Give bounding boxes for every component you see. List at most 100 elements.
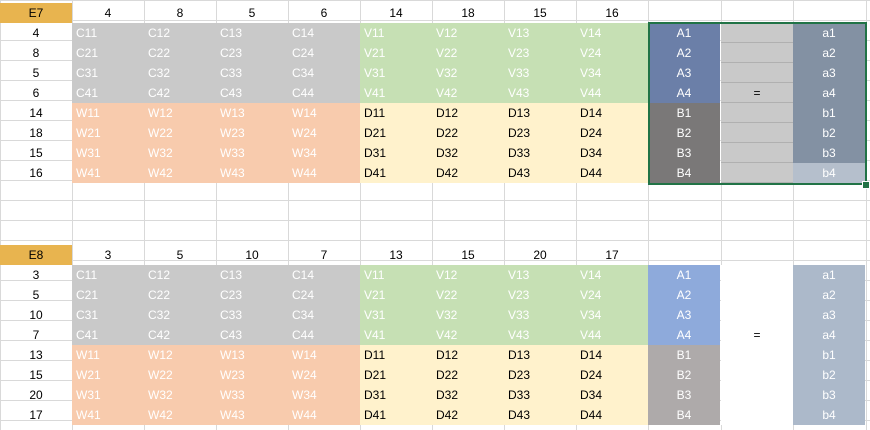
- table1-vector-left-cell[interactable]: A4: [648, 83, 720, 103]
- table1-matrix-cell[interactable]: W11: [72, 103, 144, 123]
- table2-matrix-cell[interactable]: W41: [72, 405, 144, 425]
- table1-matrix-cell[interactable]: C31: [72, 63, 144, 83]
- table1-matrix-cell[interactable]: C24: [288, 43, 360, 63]
- table2-matrix-cell[interactable]: D23: [504, 365, 576, 385]
- table2-middle-cell[interactable]: [721, 405, 793, 425]
- table2-matrix-cell[interactable]: D44: [576, 405, 648, 425]
- table2-vector-left-cell[interactable]: A4: [648, 325, 720, 345]
- table2-vector-left-cell[interactable]: B2: [648, 365, 720, 385]
- table2-matrix-cell[interactable]: C42: [144, 325, 216, 345]
- table1-middle-cell[interactable]: [721, 163, 793, 183]
- table2-middle-cell[interactable]: [721, 385, 793, 405]
- table1-row-header[interactable]: 5: [32, 66, 40, 80]
- table2-matrix-cell[interactable]: C34: [288, 305, 360, 325]
- table1-matrix-cell[interactable]: C14: [288, 23, 360, 43]
- table1-matrix-cell[interactable]: W42: [144, 163, 216, 183]
- table2-matrix-cell[interactable]: W24: [288, 365, 360, 385]
- table1-matrix-cell[interactable]: V31: [360, 63, 432, 83]
- table1-matrix-cell[interactable]: V11: [360, 23, 432, 43]
- table1-row-header[interactable]: 6: [32, 86, 40, 100]
- table1-vector-right-cell[interactable]: b3: [793, 143, 865, 163]
- table1-matrix-cell[interactable]: V41: [360, 83, 432, 103]
- table2-matrix-cell[interactable]: C32: [144, 305, 216, 325]
- table2-matrix-cell[interactable]: V11: [360, 265, 432, 285]
- table2-vector-right-cell[interactable]: b4: [793, 405, 865, 425]
- table1-matrix-cell[interactable]: W14: [288, 103, 360, 123]
- table1-row-header[interactable]: 18: [29, 126, 43, 140]
- table2-vector-right-cell[interactable]: b1: [793, 345, 865, 365]
- table1-matrix-cell[interactable]: D32: [432, 143, 504, 163]
- table1-matrix-cell[interactable]: C12: [144, 23, 216, 43]
- table1-vector-right-cell[interactable]: a3: [793, 63, 865, 83]
- table1-matrix-cell[interactable]: W12: [144, 103, 216, 123]
- table1-middle-cell[interactable]: [721, 43, 793, 63]
- table2-vector-left-cell[interactable]: B3: [648, 385, 720, 405]
- table1-matrix-cell[interactable]: W33: [216, 143, 288, 163]
- table1-middle-cell[interactable]: [721, 63, 793, 83]
- table2-row-header[interactable]: 15: [29, 368, 43, 382]
- table2-col-header[interactable]: 17: [605, 248, 619, 262]
- table2-matrix-cell[interactable]: W32: [144, 385, 216, 405]
- table2-matrix-cell[interactable]: D22: [432, 365, 504, 385]
- table1-vector-right-cell[interactable]: b1: [793, 103, 865, 123]
- table1-matrix-cell[interactable]: D34: [576, 143, 648, 163]
- table2-matrix-cell[interactable]: C13: [216, 265, 288, 285]
- table2-matrix-cell[interactable]: D13: [504, 345, 576, 365]
- table1-matrix-cell[interactable]: W31: [72, 143, 144, 163]
- table2-col-header[interactable]: 5: [176, 248, 184, 262]
- table1-matrix-cell[interactable]: V22: [432, 43, 504, 63]
- table2-matrix-cell[interactable]: V12: [432, 265, 504, 285]
- table2-matrix-cell[interactable]: V34: [576, 305, 648, 325]
- table1-matrix-cell[interactable]: V32: [432, 63, 504, 83]
- table2-matrix-cell[interactable]: D43: [504, 405, 576, 425]
- table2-matrix-cell[interactable]: V42: [432, 325, 504, 345]
- table2-matrix-cell[interactable]: W13: [216, 345, 288, 365]
- table2-matrix-cell[interactable]: C14: [288, 265, 360, 285]
- table2-matrix-cell[interactable]: C12: [144, 265, 216, 285]
- table2-row-header[interactable]: 13: [29, 348, 43, 362]
- table2-col-header[interactable]: 20: [533, 248, 547, 262]
- table1-vector-left-cell[interactable]: A1: [648, 23, 720, 43]
- table2-matrix-cell[interactable]: W31: [72, 385, 144, 405]
- table2-matrix-cell[interactable]: W43: [216, 405, 288, 425]
- table2-vector-right-cell[interactable]: a1: [793, 265, 865, 285]
- table1-row-header[interactable]: 4: [32, 26, 40, 40]
- table1-vector-right-cell[interactable]: a4: [793, 83, 865, 103]
- table1-matrix-cell[interactable]: C32: [144, 63, 216, 83]
- table2-col-header[interactable]: 10: [245, 248, 259, 262]
- table2-middle-cell[interactable]: =: [721, 325, 793, 345]
- table1-col-header[interactable]: 15: [533, 6, 547, 20]
- table2-col-header[interactable]: 3: [104, 248, 112, 262]
- table1-matrix-cell[interactable]: C41: [72, 83, 144, 103]
- table1-matrix-cell[interactable]: W43: [216, 163, 288, 183]
- table2-matrix-cell[interactable]: V22: [432, 285, 504, 305]
- table2-middle-cell[interactable]: [721, 345, 793, 365]
- table1-vector-left-cell[interactable]: B2: [648, 123, 720, 143]
- table1-matrix-cell[interactable]: D24: [576, 123, 648, 143]
- table2-matrix-cell[interactable]: W44: [288, 405, 360, 425]
- table2-matrix-cell[interactable]: V41: [360, 325, 432, 345]
- table1-col-header[interactable]: 4: [104, 6, 112, 20]
- table1-vector-left-cell[interactable]: A2: [648, 43, 720, 63]
- table2-matrix-cell[interactable]: D14: [576, 345, 648, 365]
- table2-matrix-cell[interactable]: C33: [216, 305, 288, 325]
- table2-matrix-cell[interactable]: C22: [144, 285, 216, 305]
- table1-col-header[interactable]: 5: [248, 6, 256, 20]
- table2-matrix-cell[interactable]: D41: [360, 405, 432, 425]
- table2-vector-right-cell[interactable]: a2: [793, 285, 865, 305]
- table1-matrix-cell[interactable]: W24: [288, 123, 360, 143]
- table1-matrix-cell[interactable]: W41: [72, 163, 144, 183]
- fill-handle[interactable]: [862, 181, 870, 189]
- table2-vector-right-cell[interactable]: a4: [793, 325, 865, 345]
- table2-matrix-cell[interactable]: W12: [144, 345, 216, 365]
- table2-matrix-cell[interactable]: D32: [432, 385, 504, 405]
- table2-col-header[interactable]: 7: [320, 248, 328, 262]
- table2-matrix-cell[interactable]: D31: [360, 385, 432, 405]
- table1-matrix-cell[interactable]: D41: [360, 163, 432, 183]
- table2-vector-right-cell[interactable]: b3: [793, 385, 865, 405]
- table2-matrix-cell[interactable]: W42: [144, 405, 216, 425]
- table1-matrix-cell[interactable]: D22: [432, 123, 504, 143]
- table1-row-header[interactable]: 14: [29, 106, 43, 120]
- table1-matrix-cell[interactable]: W44: [288, 163, 360, 183]
- table2-matrix-cell[interactable]: D21: [360, 365, 432, 385]
